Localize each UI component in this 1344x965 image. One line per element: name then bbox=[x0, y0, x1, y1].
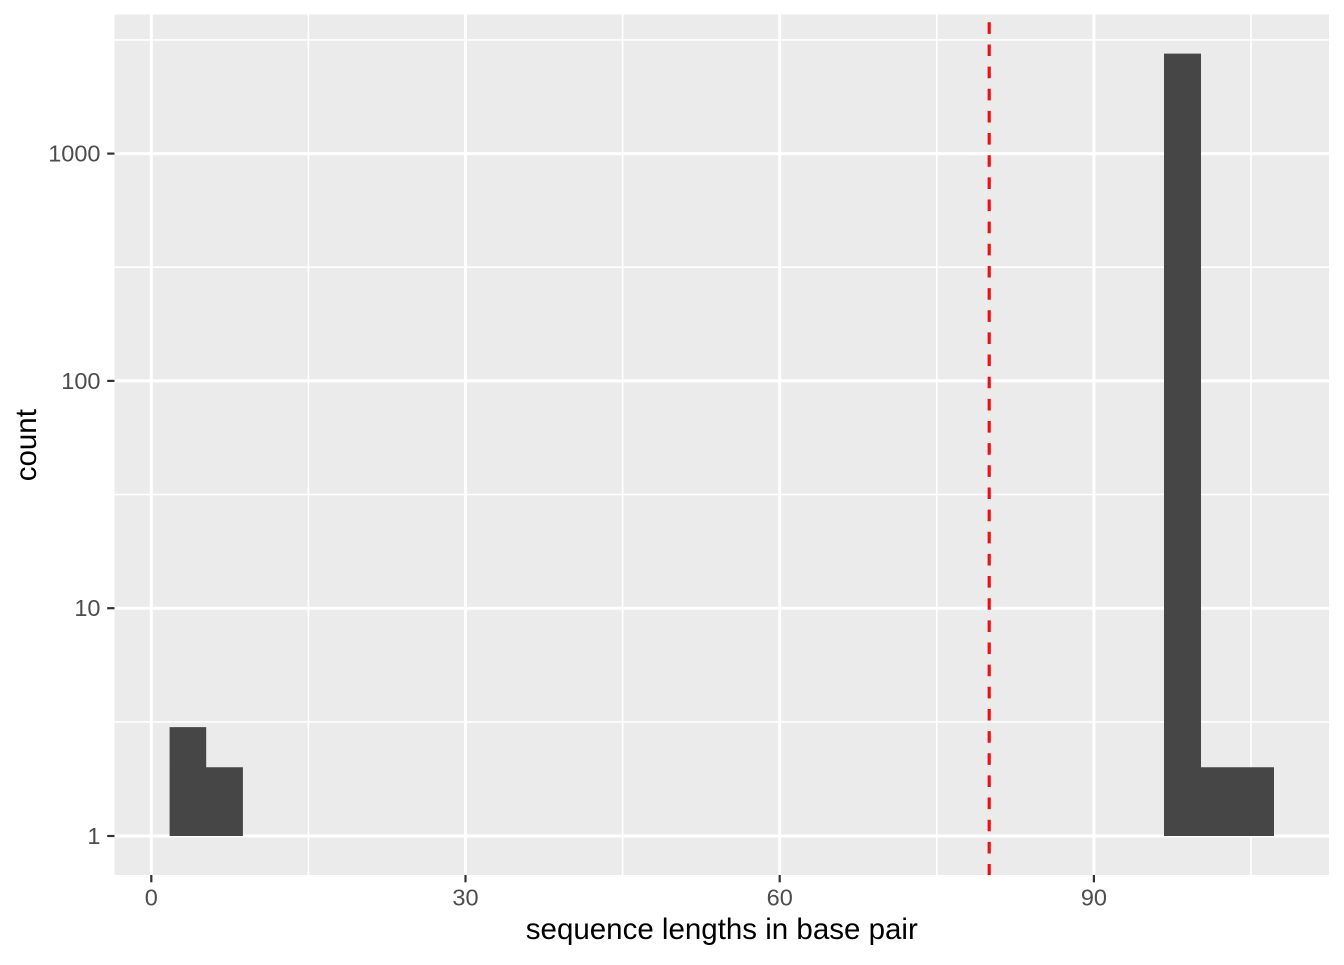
svg-text:60: 60 bbox=[767, 885, 793, 911]
svg-text:1: 1 bbox=[87, 823, 100, 849]
svg-text:0: 0 bbox=[145, 885, 158, 911]
svg-text:count: count bbox=[10, 409, 43, 481]
svg-text:30: 30 bbox=[452, 885, 478, 911]
svg-text:sequence lengths in base pair: sequence lengths in base pair bbox=[526, 913, 918, 946]
svg-text:90: 90 bbox=[1081, 885, 1107, 911]
svg-text:100: 100 bbox=[61, 368, 100, 394]
svg-text:10: 10 bbox=[74, 595, 100, 621]
svg-text:1000: 1000 bbox=[48, 141, 100, 167]
